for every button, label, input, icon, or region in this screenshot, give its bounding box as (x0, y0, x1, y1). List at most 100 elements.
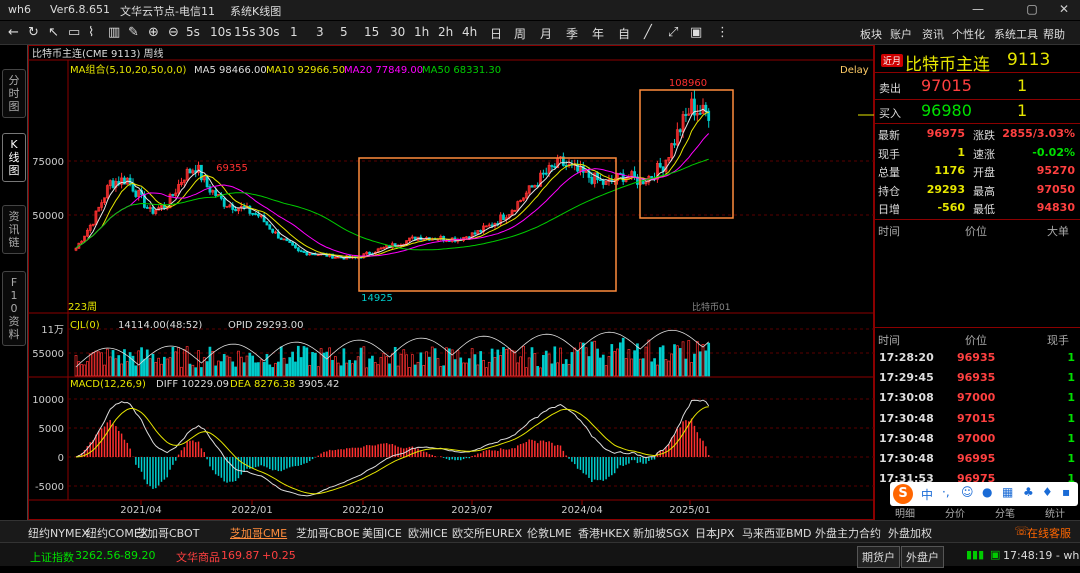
stat-row: 总量 1176 开盘 95270 (875, 162, 1080, 180)
period-8[interactable]: 30 (390, 25, 406, 39)
back-icon[interactable]: ← (8, 25, 19, 40)
period-10[interactable]: 2h (438, 25, 454, 39)
period-0[interactable]: 5s (186, 25, 200, 39)
ime-skin-icon[interactable]: ♣ (1023, 485, 1034, 499)
menu-0[interactable]: 板块 (860, 28, 882, 41)
tick-row: 17:29:45 96935 1 (875, 369, 1080, 387)
foreign-account-button[interactable]: 外盘户 (901, 546, 944, 568)
exchange-tab-6[interactable]: 欧洲ICE (408, 527, 448, 540)
ime-emoji-icon[interactable]: ☺ (961, 485, 974, 499)
volume-bar (180, 366, 183, 377)
period-15[interactable]: 季 (566, 27, 579, 41)
more-icon[interactable]: ⋮ (716, 25, 729, 40)
period-17[interactable]: 自 (618, 27, 631, 41)
volume-bar (97, 351, 101, 377)
stat-value: -560 (937, 201, 965, 214)
volume-bar (650, 361, 654, 377)
period-16[interactable]: 年 (592, 27, 605, 41)
ime-chinese-icon[interactable]: 中 (921, 488, 934, 502)
volume-bar (470, 348, 474, 377)
diagonal-line-icon[interactable]: ╱ (644, 25, 652, 40)
stat-label: 涨跌 (973, 129, 995, 142)
line-icon[interactable]: ⌇ (88, 25, 95, 40)
zoom-in-icon[interactable]: ⊕ (148, 25, 159, 40)
zoom-out-icon[interactable]: ⊖ (168, 25, 179, 40)
period-1[interactable]: 10s (210, 25, 232, 39)
maximize-icon[interactable]: ▢ (1026, 2, 1038, 16)
menu-4[interactable]: 系统工具 (994, 28, 1038, 41)
period-12[interactable]: 日 (490, 27, 503, 41)
chart-icon[interactable]: ▭ (68, 25, 81, 40)
app-name: wh6 (8, 3, 31, 16)
ime-logo-icon[interactable]: S (893, 484, 913, 504)
volume-bar (599, 357, 602, 377)
menu-2[interactable]: 资讯 (922, 28, 944, 41)
exchange-tab-8[interactable]: 伦敦LME (527, 527, 572, 540)
clock: 17:48:19 - wh (1003, 549, 1080, 562)
exchange-tab-12[interactable]: 马来西亚BMD (742, 527, 812, 540)
ime-grid-icon[interactable]: ▪ (1062, 485, 1071, 499)
service-icon[interactable]: ☏ (1014, 524, 1030, 538)
period-9[interactable]: 1h (414, 25, 430, 39)
detail-tab-3[interactable]: 统计 (1045, 509, 1065, 520)
ime-punct-icon[interactable]: ·, (942, 485, 950, 499)
volume-bar (601, 354, 605, 377)
minimize-icon[interactable]: — (972, 2, 984, 16)
period-3[interactable]: 30s (258, 25, 280, 39)
draw-icon[interactable]: ✎ (128, 25, 139, 40)
exchange-tab-2[interactable]: 芝加哥CBOT (136, 527, 200, 540)
volume-bar (74, 355, 78, 377)
detail-tab-2[interactable]: 分笔 (995, 509, 1015, 520)
volume-bar (430, 346, 434, 377)
period-13[interactable]: 周 (514, 27, 527, 41)
volume-bar (160, 363, 163, 377)
chart-area[interactable]: 比特币主连(CME 9113) 周线 Delay MA组合(5,10,20,50,0… (28, 45, 874, 520)
menu-1[interactable]: 账户 (890, 28, 912, 41)
pointer-icon[interactable]: ↖ (48, 25, 59, 40)
left-tab-2[interactable]: 资讯链 (2, 205, 26, 254)
close-icon[interactable]: ✕ (1058, 2, 1070, 16)
refresh-icon[interactable]: ↻ (28, 25, 39, 40)
futures-account-button[interactable]: 期货户 (857, 546, 900, 568)
period-5[interactable]: 3 (316, 25, 324, 39)
expand-icon[interactable]: ⤢ (668, 25, 679, 40)
exchange-tab-3[interactable]: 芝加哥CME (230, 527, 288, 540)
exchange-tab-10[interactable]: 新加坡SGX (633, 527, 690, 540)
exchange-tab-7[interactable]: 欧交所EUREX (452, 527, 523, 540)
ime-toolbar[interactable]: S 中 ·, ☺ ● ▦ ♣ ♦ ▪ (890, 482, 1078, 506)
period-14[interactable]: 月 (540, 27, 553, 41)
ime-voice-icon[interactable]: ● (982, 485, 993, 499)
volume-bar (351, 363, 354, 377)
detail-tab-1[interactable]: 分价 (945, 509, 965, 520)
candle-body (561, 156, 565, 166)
exchange-tab-0[interactable]: 纽约NYMEX (28, 527, 89, 540)
period-4[interactable]: 1 (290, 25, 298, 39)
menu-5[interactable]: 帮助 (1043, 28, 1065, 41)
kline-icon[interactable]: ▥ (108, 25, 121, 40)
menu-3[interactable]: 个性化 (952, 28, 985, 41)
exchange-tab-5[interactable]: 美国ICE (362, 527, 402, 540)
volume-bar (103, 364, 106, 377)
currency-icon[interactable]: ▣ (690, 25, 703, 40)
exchange-tab-11[interactable]: 日本JPX (695, 527, 735, 540)
volume-bar (658, 347, 662, 377)
volume-bar (282, 357, 286, 377)
exchange-tab-4[interactable]: 芝加哥CBOE (296, 527, 360, 540)
period-11[interactable]: 4h (462, 25, 478, 39)
left-tab-0[interactable]: 分时图 (2, 69, 26, 118)
buy-row[interactable]: 买入 96980 1 (875, 101, 1080, 123)
exchange-tab-13[interactable]: 外盘主力合约 (815, 527, 881, 540)
ime-shirt-icon[interactable]: ♦ (1042, 485, 1053, 499)
exchange-tab-14[interactable]: 外盘加权 (888, 527, 932, 540)
period-7[interactable]: 15 (364, 25, 380, 39)
detail-tab-0[interactable]: 明细 (895, 509, 915, 520)
period-6[interactable]: 5 (340, 25, 348, 39)
sell-row[interactable]: 卖出 97015 1 (875, 76, 1080, 98)
ime-keyboard-icon[interactable]: ▦ (1002, 485, 1014, 499)
exchange-tab-1[interactable]: 纽约COMEX (86, 527, 149, 540)
online-service-link[interactable]: 在线客服 (1027, 527, 1071, 540)
exchange-tab-9[interactable]: 香港HKEX (578, 527, 630, 540)
period-2[interactable]: 15s (234, 25, 256, 39)
